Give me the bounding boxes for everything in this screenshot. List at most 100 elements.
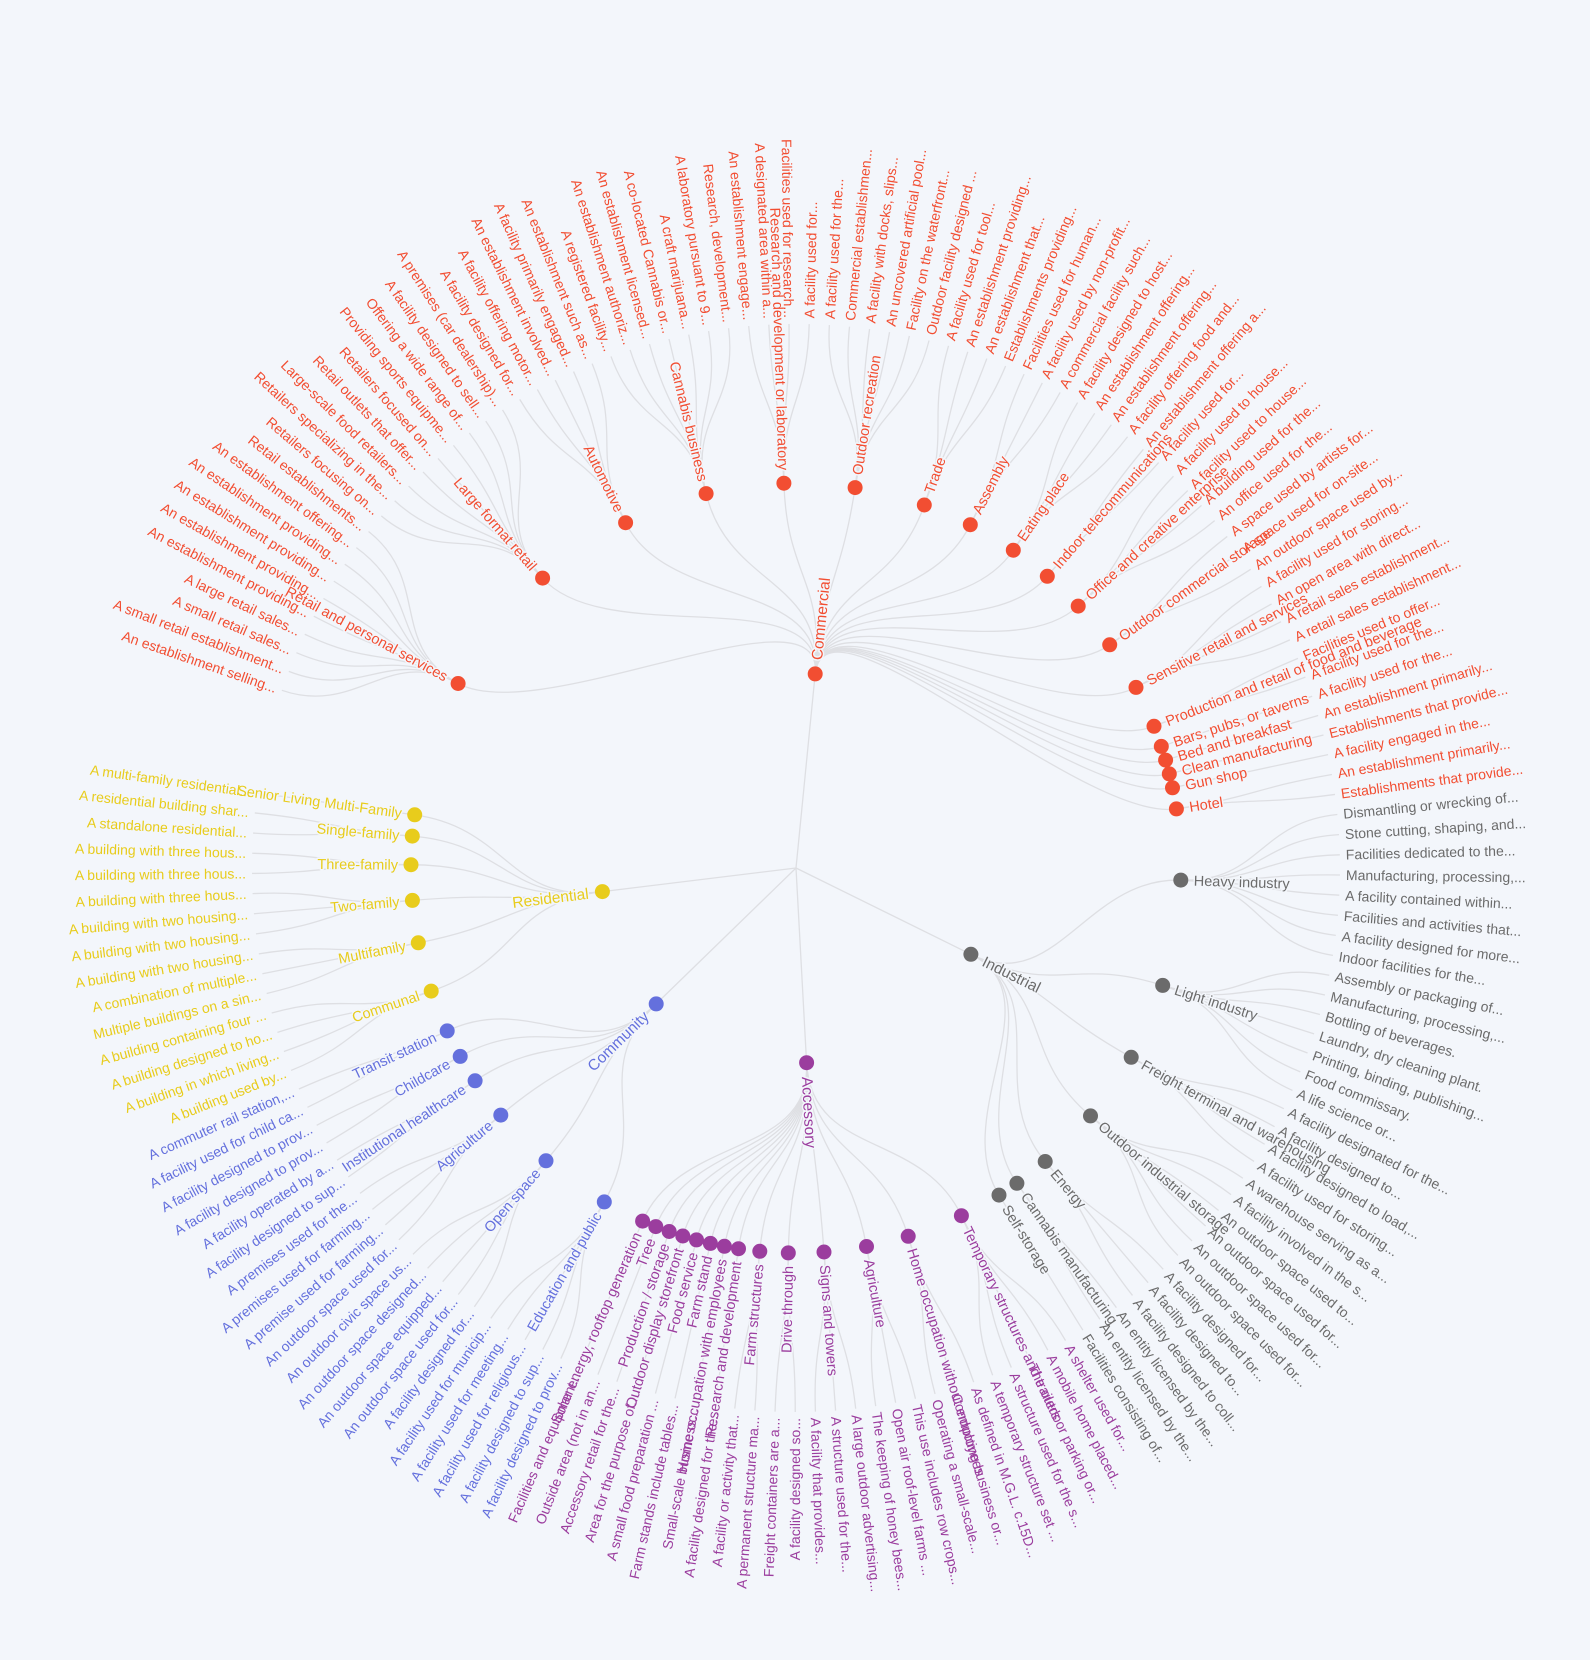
use-node-hotel[interactable]	[1168, 801, 1184, 817]
use-node-agriculture[interactable]	[859, 1239, 874, 1254]
link-leaf	[384, 1114, 502, 1226]
link-leaf	[412, 1160, 547, 1255]
link-leaf	[457, 1160, 547, 1295]
link-leaf	[288, 668, 459, 685]
use-node-production-and-retail-of-food-and-beverage[interactable]	[1146, 718, 1162, 734]
use-node-assembly[interactable]	[962, 517, 978, 533]
link-leaf	[281, 671, 459, 697]
link-leaf	[701, 328, 731, 494]
use-node-bed-and-breakfast[interactable]	[1158, 752, 1174, 768]
use-node-outdoor-commercial-storage[interactable]	[1102, 637, 1118, 653]
link-accessory-farm-structures	[759, 1062, 808, 1252]
link-industrial-light-industry	[970, 953, 1163, 987]
link-leaf	[283, 990, 432, 1053]
use-node-research-and-development[interactable]	[731, 1241, 746, 1257]
link-residential-senior-living-multi-family	[414, 814, 603, 894]
use-node-temporary-structures-and-trailers[interactable]	[953, 1208, 969, 1224]
link-leaf	[1130, 1056, 1275, 1128]
link-leaf	[578, 1220, 644, 1368]
use-node-food-service[interactable]	[689, 1232, 704, 1248]
use-node-indoor-telecommunications[interactable]	[1039, 568, 1055, 584]
use-node-trade[interactable]	[916, 497, 932, 513]
use-node-research-and-development-or-laboratory[interactable]	[776, 475, 792, 491]
use-node-drive-through[interactable]	[780, 1245, 796, 1261]
use-node-institutional-healthcare[interactable]	[467, 1073, 483, 1089]
use-node-three-family[interactable]	[403, 857, 419, 873]
link-leaf	[1012, 412, 1096, 551]
links-layer	[252, 324, 1340, 1413]
link-leaf	[359, 1114, 502, 1194]
link-leaf	[255, 899, 413, 935]
link-leaf	[1077, 520, 1216, 607]
link-leaf	[1176, 773, 1333, 810]
use-node-education-and-public[interactable]	[596, 1194, 612, 1210]
use-node-senior-living-multi-family[interactable]	[407, 807, 423, 823]
use-node-automotive[interactable]	[618, 515, 634, 531]
use-node-home-occupation-with-employees[interactable]	[716, 1238, 732, 1254]
use-node-childcare[interactable]	[452, 1048, 468, 1064]
use-node-outdoor-industrial-storage[interactable]	[1083, 1108, 1098, 1124]
use-node-open-space[interactable]	[538, 1153, 554, 1169]
use-label-hotel: Hotel	[1188, 795, 1224, 816]
use-node-outdoor-recreation[interactable]	[847, 480, 863, 496]
use-node-light-industry[interactable]	[1155, 977, 1171, 993]
link-leaf	[316, 1055, 461, 1126]
use-node-communal[interactable]	[423, 983, 439, 999]
use-node-farm-stand[interactable]	[702, 1235, 718, 1251]
use-node-clean-manufacturing[interactable]	[1161, 766, 1177, 782]
use-node-heavy-industry[interactable]	[1173, 872, 1189, 888]
link-residential-single-family	[412, 835, 603, 894]
use-node-cannabis-business[interactable]	[698, 486, 714, 502]
group-label-accessory: Accessory	[798, 1076, 819, 1149]
use-node-energy[interactable]	[1037, 1154, 1053, 1169]
link-commercial-outdoor-recreation	[814, 487, 856, 675]
use-node-agriculture[interactable]	[493, 1107, 509, 1123]
link-leaf	[629, 349, 707, 494]
link-industrial-energy	[970, 953, 1046, 1162]
use-node-home-occupation-without-employees[interactable]	[900, 1228, 916, 1244]
use-node-retail-and-personal-services[interactable]	[450, 676, 466, 691]
link-leaf	[1162, 971, 1330, 993]
link-leaf	[307, 1030, 448, 1108]
use-node-farm-structures[interactable]	[752, 1243, 768, 1259]
link-commercial-bars-pubs-or-taverns	[814, 647, 1162, 751]
use-node-multifamily[interactable]	[410, 935, 426, 951]
group-node-accessory[interactable]	[799, 1055, 815, 1071]
link-leaf	[1109, 535, 1228, 646]
use-node-signs-and-towers[interactable]	[816, 1244, 832, 1260]
use-node-self-storage[interactable]	[991, 1187, 1007, 1203]
use-node-tree[interactable]	[648, 1219, 664, 1235]
link-leaf	[344, 563, 459, 685]
link-leaf	[408, 485, 544, 579]
use-node-bars-pubs-or-taverns[interactable]	[1153, 738, 1169, 754]
link-leaf	[734, 1251, 761, 1409]
use-node-transit-station[interactable]	[439, 1023, 455, 1039]
link-leaf	[1135, 603, 1272, 688]
link-leaf	[271, 990, 432, 1014]
use-node-sensitive-retail-and-services[interactable]	[1128, 679, 1144, 695]
use-node-office-and-creative-enterprise[interactable]	[1070, 598, 1086, 614]
use-node-single-family[interactable]	[404, 828, 420, 844]
use-label-trade: Trade	[922, 455, 950, 496]
link-leaf	[907, 1236, 975, 1383]
use-node-freight-terminal-and-warehousing[interactable]	[1123, 1049, 1139, 1065]
use-node-cannabis-manufacturing[interactable]	[1009, 1175, 1025, 1191]
group-node-residential[interactable]	[594, 884, 610, 900]
group-node-industrial[interactable]	[963, 946, 979, 962]
group-node-community[interactable]	[648, 996, 664, 1012]
use-node-eating-place[interactable]	[1005, 542, 1021, 558]
group-node-commercial[interactable]	[807, 666, 823, 682]
use-node-outdoor-display-storefront[interactable]	[675, 1228, 691, 1244]
description-label: Facilities used for research...	[779, 139, 797, 318]
use-node-large-format-retail[interactable]	[535, 570, 551, 586]
use-label-drive-through: Drive through	[779, 1266, 797, 1353]
use-node-gun-shop[interactable]	[1165, 780, 1180, 796]
link-root-commercial	[795, 673, 816, 869]
use-label-multifamily: Multifamily	[337, 938, 408, 967]
use-node-production-storage[interactable]	[661, 1224, 677, 1239]
link-commercial-trade	[814, 504, 925, 675]
description-label: A facility that provides...	[808, 1417, 829, 1565]
use-node-solar-energy-rooftop-generation[interactable]	[635, 1213, 651, 1229]
use-node-two-family[interactable]	[404, 892, 420, 908]
link-leaf	[787, 1252, 796, 1413]
